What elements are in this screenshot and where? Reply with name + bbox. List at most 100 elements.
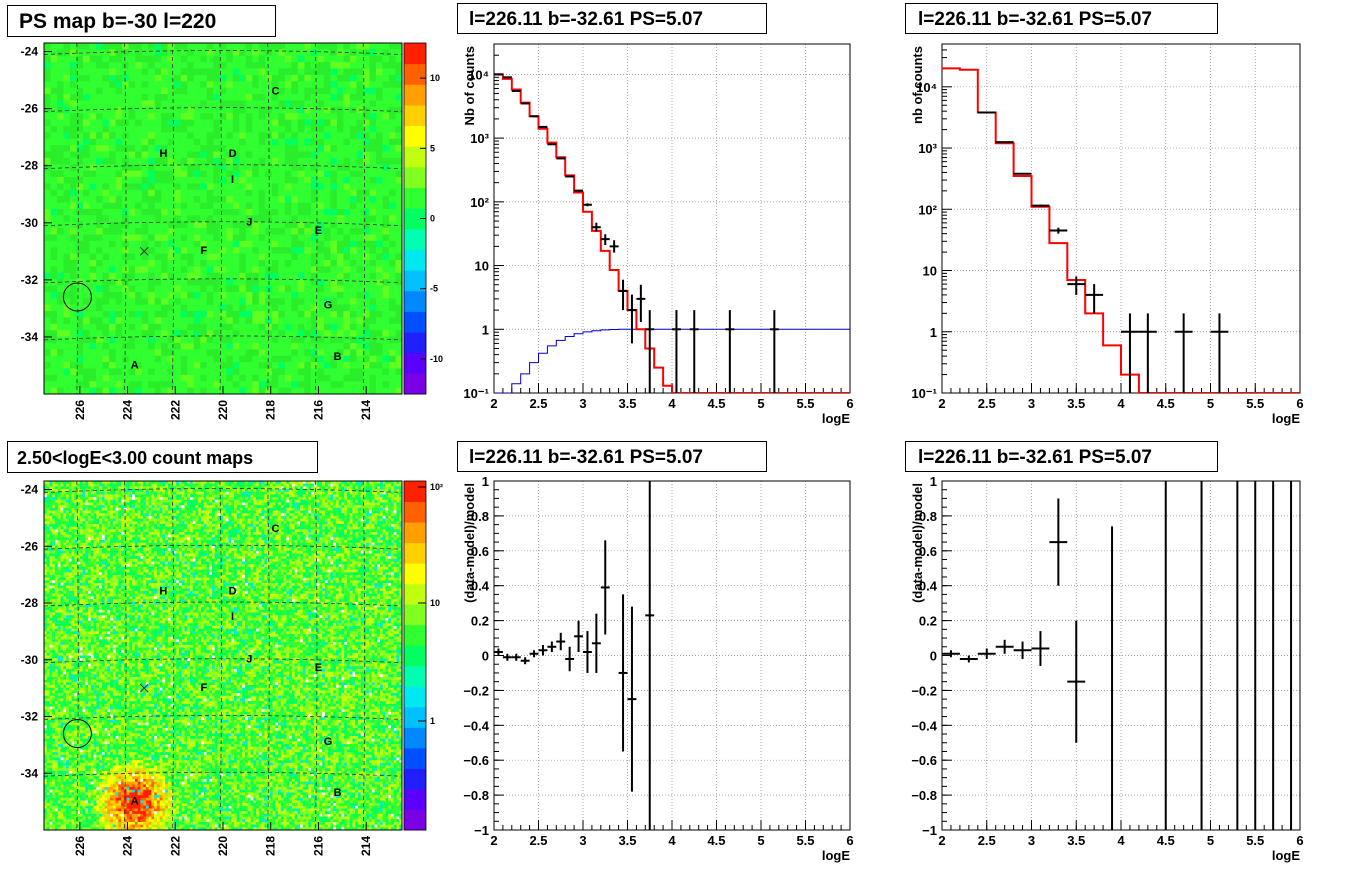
data-point — [995, 639, 1014, 654]
y-tick-label: 0.4 — [919, 579, 938, 594]
data-point — [618, 279, 628, 311]
x-tick-label: 4 — [668, 833, 676, 848]
source-label: C — [272, 85, 280, 97]
x-axis-label: logE — [1272, 411, 1300, 426]
data-point — [1121, 313, 1139, 393]
x-tick-label: 4.5 — [1157, 833, 1175, 848]
x-tick-label: 5.5 — [796, 833, 814, 848]
colorbar-tick-label: 0 — [430, 214, 435, 224]
y-tick-label: −1 — [474, 823, 489, 838]
data-point — [627, 294, 637, 344]
data-point — [591, 222, 601, 232]
data-point — [1085, 284, 1104, 314]
y-tick-label: 0.8 — [471, 509, 489, 524]
x-tick-label: 5.5 — [796, 396, 814, 411]
x-tick-label: 2 — [938, 396, 945, 411]
data-point — [529, 650, 539, 658]
data-point — [942, 650, 960, 658]
colorbar-tick-label: 1 — [430, 716, 435, 726]
source-label: E — [315, 662, 322, 674]
y-axis-label: (data-model)/model — [462, 483, 477, 603]
cross-marker — [139, 246, 149, 256]
x-tick-label: 5 — [757, 833, 764, 848]
source-label: F — [201, 682, 208, 694]
x-axis-label: logE — [822, 848, 850, 863]
y-tick-label: 10² — [918, 202, 937, 217]
y-tick-label: −0.6 — [911, 753, 937, 768]
source-label: G — [324, 299, 333, 311]
y-tick-label: 10⁴ — [916, 80, 937, 95]
data-point — [636, 284, 646, 323]
data-point — [538, 645, 548, 656]
x-tick-label: 6 — [1296, 396, 1303, 411]
source-label: D — [229, 585, 237, 597]
x-tick-label: 2.5 — [529, 833, 547, 848]
y-tick-label: 10² — [470, 195, 489, 210]
data-point — [1049, 227, 1068, 234]
y-tick-label: 0.4 — [471, 579, 490, 594]
map1-title: PS map b=-30 l=220 — [7, 5, 276, 37]
source-label: B — [334, 787, 342, 799]
x-tick-label: 2.5 — [978, 396, 996, 411]
x-tick-label: 3.5 — [1067, 833, 1085, 848]
map-x-tick-label: 218 — [264, 836, 278, 856]
x-tick-label: 3.5 — [618, 833, 636, 848]
y-tick-label: −0.2 — [911, 683, 937, 698]
residual1-plot: 2 2.5 3 3.5 4 4.5 5 5.5 6 1 0.8 0.6 0.4 0.2 0 −0.2 −0.4 −… — [462, 474, 854, 863]
plot-grid — [494, 481, 850, 830]
source-label: F — [201, 245, 208, 257]
circle-marker — [62, 282, 92, 312]
map-x-tick-label: 214 — [359, 400, 373, 420]
x-tick-label: 3.5 — [618, 396, 636, 411]
y-tick-label: −0.4 — [463, 718, 489, 733]
data-point — [1049, 498, 1068, 586]
x-tick-label: 2 — [490, 396, 497, 411]
data-point — [609, 240, 619, 253]
x-tick-label: 4.5 — [1157, 396, 1175, 411]
colorbar-tick-label: 10 — [430, 598, 440, 608]
source-label: H — [159, 585, 167, 597]
x-tick-label: 5.5 — [1246, 396, 1264, 411]
map-x-tick-label: 226 — [73, 400, 87, 420]
ps-colorbar: 10 5 0 -5 -10 — [403, 42, 443, 395]
map-x-tick-label: 224 — [121, 836, 135, 856]
y-tick-label: 1 — [482, 322, 489, 337]
data-point — [672, 310, 681, 393]
spectrum1-plot: 2 2.5 3 3.5 4 4.5 5 5.5 6 10⁴ 10³ 10² 10 1 10⁻¹ logE Nb … — [462, 43, 854, 426]
data-point — [1067, 276, 1086, 295]
y-tick-label: 10 — [475, 259, 489, 274]
map-y-tick-label: -24 — [21, 45, 39, 59]
x-tick-label: 5 — [757, 396, 764, 411]
map-x-tick-label: 218 — [264, 400, 278, 420]
source-label: C — [272, 523, 280, 535]
x-tick-label: 2 — [938, 833, 945, 848]
source-label: B — [334, 351, 342, 363]
circle-marker — [62, 719, 92, 749]
map-y-tick-label: -30 — [21, 653, 39, 667]
count-map: -24 -26 -28 -30 -32 -34 226 224 222 220 218 216 214 A… — [21, 480, 403, 856]
x-tick-label: 5.5 — [1246, 833, 1264, 848]
map-x-tick-label: 220 — [216, 400, 230, 420]
data-point — [600, 234, 610, 246]
data-point — [565, 646, 575, 672]
cross-marker — [139, 683, 149, 693]
y-tick-label: 10⁻¹ — [463, 386, 489, 401]
residual1-title: l=226.11 b=-32.61 PS=5.07 — [457, 441, 767, 472]
plot-grid — [494, 44, 850, 393]
data-point — [583, 203, 592, 207]
x-axis-label: logE — [1272, 848, 1300, 863]
map-y-tick-label: -30 — [21, 216, 39, 230]
y-tick-label: −0.2 — [463, 683, 489, 698]
x-tick-label: 5 — [1207, 396, 1214, 411]
x-tick-label: 4.5 — [707, 833, 725, 848]
plot-grid — [942, 44, 1300, 393]
data-point — [645, 310, 655, 393]
source-label: E — [315, 225, 322, 237]
map-x-tick-label: 226 — [73, 836, 87, 856]
data-point — [689, 310, 699, 393]
y-tick-label: 10 — [923, 264, 937, 279]
colorbar-tick-label: 10 — [430, 73, 440, 83]
data-point — [1210, 313, 1229, 393]
data-point — [494, 648, 503, 656]
